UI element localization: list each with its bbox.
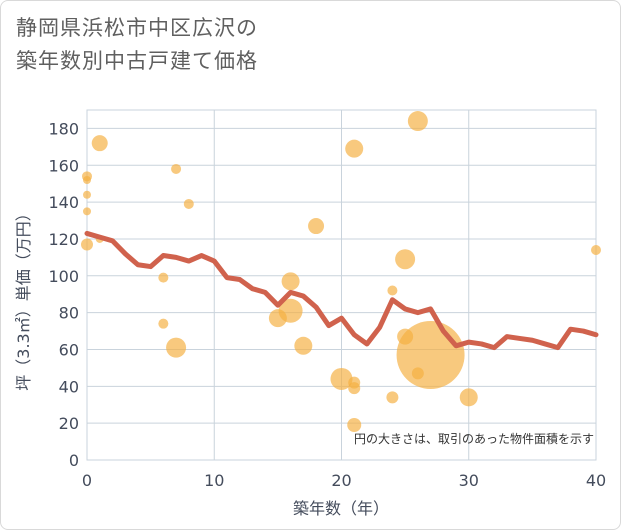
bubble-point	[91, 135, 108, 152]
y-tick-label: 0	[69, 451, 79, 470]
bubble-point	[330, 367, 353, 390]
trend-line	[84, 230, 599, 351]
bubble-point	[591, 245, 601, 255]
bubble-point	[294, 336, 313, 355]
y-tick-label: 160	[48, 156, 79, 175]
bubble-point	[158, 318, 169, 329]
x-tick-label: 40	[586, 471, 606, 490]
y-axis-title: 坪（3.3㎡）単価（万円）	[14, 205, 33, 390]
bubble-size-note: 円の大きさは、取引のあった物件面積を示す	[354, 431, 594, 446]
y-tick-label: 100	[48, 267, 79, 286]
x-tick-label: 30	[459, 471, 479, 490]
y-tick-label: 20	[59, 414, 79, 433]
bubble-point	[81, 238, 93, 251]
bubble-point	[387, 285, 398, 296]
bubble-point	[158, 272, 169, 283]
bubble-point	[171, 163, 182, 174]
x-tick-label: 10	[204, 471, 224, 490]
y-tick-label: 60	[59, 340, 79, 359]
bubble-point	[83, 207, 91, 216]
bubble-series	[81, 111, 601, 432]
bubble-point	[395, 249, 416, 270]
bubble-point	[459, 388, 478, 407]
y-tick-label: 180	[48, 119, 79, 138]
y-axis-ticks: 0 20 40 60 80 100 120 140 160 180	[48, 119, 79, 470]
bubble-point	[281, 272, 300, 291]
bubble-point	[345, 139, 364, 158]
chart-title-line-2: 築年数別中古戸建て価格	[16, 49, 258, 73]
y-tick-label: 120	[48, 230, 79, 249]
plot-area-border	[86, 109, 597, 461]
bubble-point	[407, 111, 428, 132]
chart-title: 静岡県浜松市中区広沢の 築年数別中古戸建て価格	[16, 12, 606, 78]
bubble-point	[83, 190, 91, 199]
x-axis-title: 築年数（年）	[293, 499, 389, 518]
y-tick-label: 80	[59, 304, 79, 323]
x-tick-label: 0	[82, 471, 92, 490]
y-tick-label: 140	[48, 193, 79, 212]
bubble-point	[308, 218, 325, 235]
bubble-point	[166, 337, 187, 358]
bubble-point	[396, 321, 465, 389]
bubble-point	[83, 176, 91, 184]
chart-title-line-1: 静岡県浜松市中区広沢の	[16, 16, 258, 40]
bubble-point	[348, 382, 361, 395]
x-tick-label: 20	[331, 471, 351, 490]
x-axis-ticks: 0 10 20 30 40	[82, 471, 606, 490]
bubble-point	[347, 418, 362, 432]
y-tick-label: 40	[59, 377, 79, 396]
bubble-point	[386, 391, 399, 404]
bubble-point	[183, 198, 194, 209]
grid-lines	[86, 110, 597, 461]
bubble-point	[278, 298, 303, 323]
